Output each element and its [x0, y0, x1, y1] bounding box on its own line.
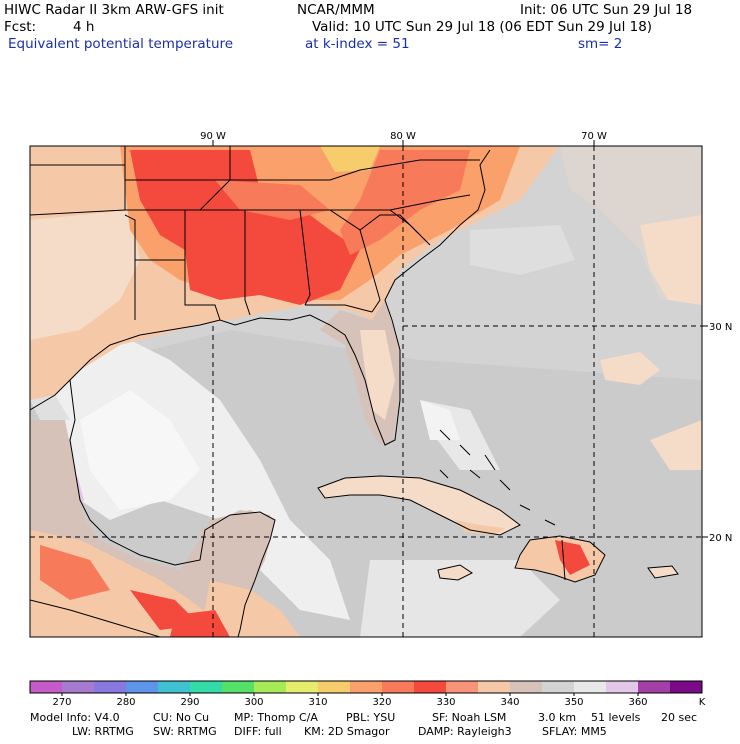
colorbar-label: 350 — [564, 697, 583, 708]
colorbar-swatch — [94, 681, 127, 693]
header-forecast-value: 4 h — [73, 19, 95, 35]
footer-sflay: SFLAY: MM5 — [542, 725, 607, 738]
header-model-title: HIWC Radar II 3km ARW-GFS init — [4, 2, 224, 18]
field-name: Equivalent potential temperature — [8, 36, 234, 52]
colorbar-swatch — [350, 681, 383, 693]
colorbar-swatch — [574, 681, 607, 693]
lat-label-30n: 30 N — [709, 322, 732, 333]
colorbar-label: 330 — [436, 697, 455, 708]
colorbar-swatch — [478, 681, 511, 693]
colorbar-swatch — [158, 681, 191, 693]
footer-sw: SW: RRTMG — [153, 725, 217, 738]
footer-damp: DAMP: Rayleigh3 — [418, 725, 512, 738]
colorbar-swatch — [510, 681, 543, 693]
footer-pbl: PBL: YSU — [346, 711, 396, 724]
footer-cu: CU: No Cu — [153, 711, 210, 724]
colorbar-label: 270 — [52, 697, 71, 708]
colorbar-swatch — [542, 681, 575, 693]
graticule — [30, 146, 702, 637]
footer-sf: SF: Noah LSM — [432, 711, 507, 724]
colorbar-swatch — [126, 681, 159, 693]
colorbar-label: 320 — [372, 697, 391, 708]
colorbar-swatch — [446, 681, 479, 693]
footer-mp: MP: Thomp C/A — [234, 711, 318, 724]
colorbar-swatch — [670, 681, 703, 693]
header-init-time: Init: 06 UTC Sun 29 Jul 18 — [520, 2, 693, 18]
colorbar-label: 290 — [180, 697, 199, 708]
colorbar-swatch — [254, 681, 287, 693]
colorbar-label: 310 — [308, 697, 327, 708]
coastlines — [30, 146, 679, 637]
map-field — [30, 146, 702, 637]
colorbar-swatch — [638, 681, 671, 693]
colorbar-swatch — [318, 681, 351, 693]
colorbar-swatch — [414, 681, 447, 693]
lat-label-20n: 20 N — [709, 533, 732, 544]
colorbar-swatch — [382, 681, 415, 693]
k-index: at k-index = 51 — [305, 36, 410, 52]
colorbar-swatch — [286, 681, 319, 693]
colorbar-swatch — [30, 681, 63, 693]
footer-lw: LW: RRTMG — [72, 725, 134, 738]
smoothing: sm= 2 — [578, 36, 623, 52]
lon-label-70w: 70 W — [581, 131, 607, 142]
header-valid-time: Valid: 10 UTC Sun 29 Jul 18 (06 EDT Sun … — [312, 19, 653, 35]
colorbar-frame — [29, 680, 703, 694]
footer-diff: DIFF: full — [234, 725, 282, 738]
colorbar-swatch — [222, 681, 255, 693]
colorbar-label: 280 — [116, 697, 135, 708]
map-frame — [29, 145, 703, 638]
lon-label-80w: 80 W — [390, 131, 416, 142]
footer-resolution: 3.0 km — [538, 711, 577, 724]
colorbar-label: 360 — [628, 697, 647, 708]
colorbar-unit: K — [699, 697, 706, 708]
footer-timestep: 20 sec — [661, 711, 698, 724]
colorbar-swatch — [62, 681, 95, 693]
header-org: NCAR/MMM — [297, 2, 375, 18]
colorbar-swatch — [190, 681, 223, 693]
footer-model-info: Model Info: V4.0 — [30, 711, 120, 724]
lon-label-90w: 90 W — [200, 131, 226, 142]
header-forecast-label: Fcst: — [4, 19, 37, 35]
colorbar-swatch — [606, 681, 639, 693]
colorbar-label: 340 — [500, 697, 519, 708]
footer-levels: 51 levels — [591, 711, 641, 724]
footer-km: KM: 2D Smagor — [304, 725, 390, 738]
colorbar: 270 280 290 300 310 320 330 340 350 360 — [29, 680, 703, 708]
colorbar-label: 300 — [244, 697, 263, 708]
